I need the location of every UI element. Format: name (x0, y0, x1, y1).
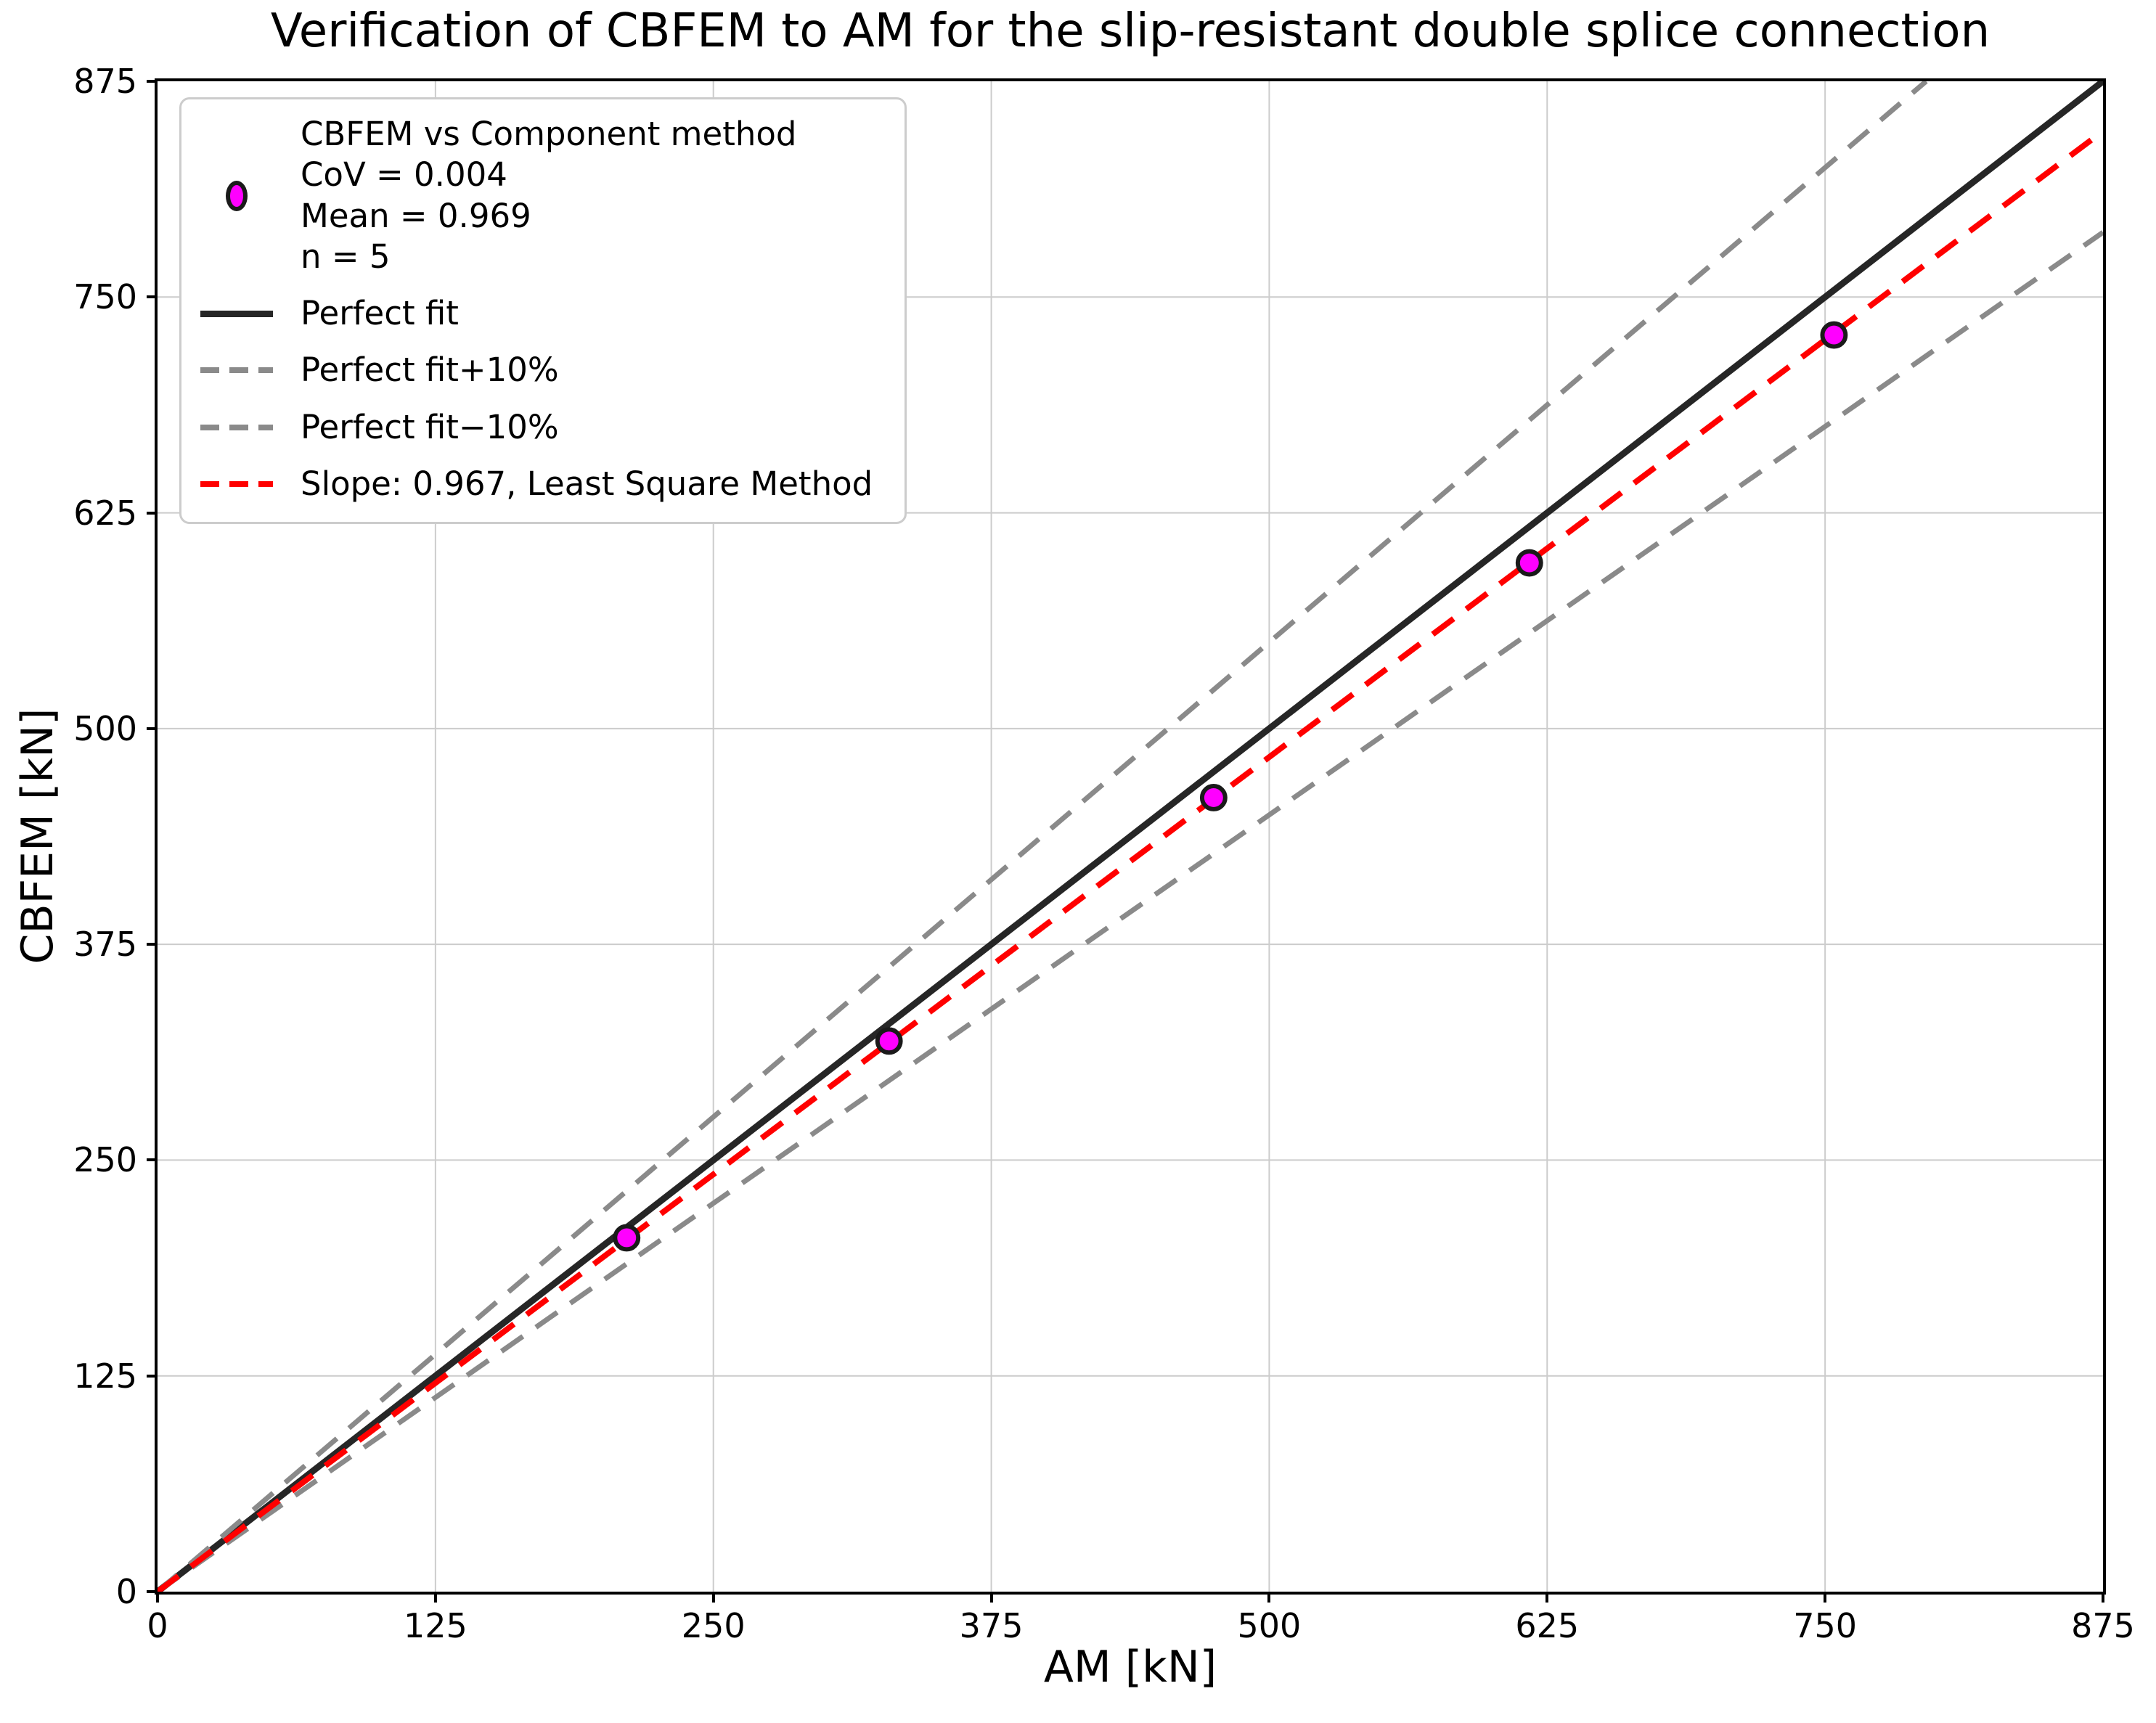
x-tick-label-625: 625 (1515, 1606, 1580, 1645)
x-tick-label-250: 250 (681, 1606, 746, 1645)
x-tick-750 (1824, 1592, 1827, 1603)
y-tick-625 (147, 511, 158, 515)
x-tick-875 (2102, 1592, 2104, 1603)
x-tick-label-500: 500 (1237, 1606, 1302, 1645)
plot-area: 0 125 250 375 500 625 750 875 0 125 250 375 500 625 7… (73, 65, 2135, 1642)
line-perfect-fit-10 (158, 81, 1928, 1592)
legend-entry-label: Perfect fit+10% (301, 351, 559, 390)
legend: CBFEM vs Component method CoV = 0.004 Mean… (179, 97, 907, 524)
data-point-2 (875, 1027, 903, 1055)
y-tick-125 (147, 1374, 158, 1378)
legend-line-swatch (200, 367, 273, 374)
y-tick-label-625: 625 (73, 493, 137, 533)
x-tick-label-375: 375 (959, 1606, 1024, 1645)
y-tick-875 (147, 80, 158, 83)
y-tick-500 (147, 727, 158, 730)
data-point-4 (1515, 549, 1543, 577)
line-dashed-icon (200, 424, 273, 430)
legend-entry-label: Perfect fit (301, 294, 459, 332)
legend-entry-4: Perfect fit−10% (200, 407, 873, 448)
y-tick-250 (147, 1158, 158, 1162)
legend-scatter-marker-icon (200, 180, 273, 211)
x-tick-label-125: 125 (403, 1606, 467, 1645)
legend-entry-3: Perfect fit+10% (200, 350, 873, 390)
y-tick-750 (147, 295, 158, 299)
y-tick-label-875: 875 (73, 62, 137, 101)
x-tick-0 (156, 1592, 159, 1603)
legend-entry-label: Perfect fit−10% (301, 407, 559, 446)
scatter-marker-icon (226, 180, 248, 211)
legend-entry-5: Slope: 0.967, Least Square Method (200, 464, 873, 504)
data-point-3 (1199, 784, 1228, 811)
y-tick-375 (147, 943, 158, 946)
x-tick-625 (1545, 1592, 1549, 1603)
y-tick-label-750: 750 (73, 277, 137, 317)
line-dashed-icon (200, 367, 273, 374)
y-tick-label-250: 250 (73, 1140, 137, 1180)
y-tick-label-375: 375 (73, 925, 137, 965)
x-tick-125 (433, 1592, 437, 1603)
x-tick-label-750: 750 (1793, 1606, 1858, 1645)
chart-title: Verification of CBFEM to AM for the slip… (270, 4, 1990, 58)
x-tick-500 (1267, 1592, 1271, 1603)
x-tick-label-875: 875 (2071, 1606, 2135, 1645)
legend-entry-1: CBFEM vs Component method CoV = 0.004 Mean… (200, 114, 873, 277)
y-tick-label-500: 500 (73, 708, 137, 748)
legend-line-swatch (200, 310, 273, 317)
x-tick-label-0: 0 (147, 1606, 168, 1645)
line-perfect-fit (158, 81, 2103, 1592)
line-slope-0-967-least-square-method (158, 128, 2103, 1592)
x-axis-label: AM [kN] (1043, 1642, 1217, 1693)
legend-line-swatch (200, 424, 273, 430)
x-tick-375 (989, 1592, 993, 1603)
y-tick-0 (147, 1590, 158, 1593)
legend-entry-label: Slope: 0.967, Least Square Method (301, 464, 873, 503)
y-tick-label-125: 125 (73, 1356, 137, 1396)
data-point-1 (613, 1224, 641, 1252)
x-tick-250 (711, 1592, 715, 1603)
legend-entry-label: CBFEM vs Component method CoV = 0.004 Mean… (301, 115, 797, 276)
legend-line-swatch (200, 480, 273, 487)
data-point-5 (1820, 321, 1848, 349)
legend-entry-2: Perfect fit (200, 293, 873, 334)
line-perfect-fit-10 (158, 230, 2103, 1592)
line-dashed-icon (200, 480, 273, 487)
y-tick-label-0: 0 (115, 1572, 137, 1611)
line-solid-icon (200, 310, 273, 317)
y-axis-label: CBFEM [kN] (12, 708, 63, 965)
